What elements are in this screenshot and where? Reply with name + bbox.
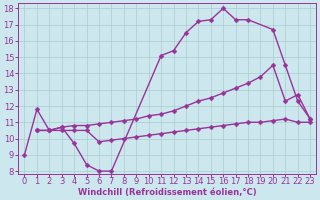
X-axis label: Windchill (Refroidissement éolien,°C): Windchill (Refroidissement éolien,°C) (78, 188, 257, 197)
